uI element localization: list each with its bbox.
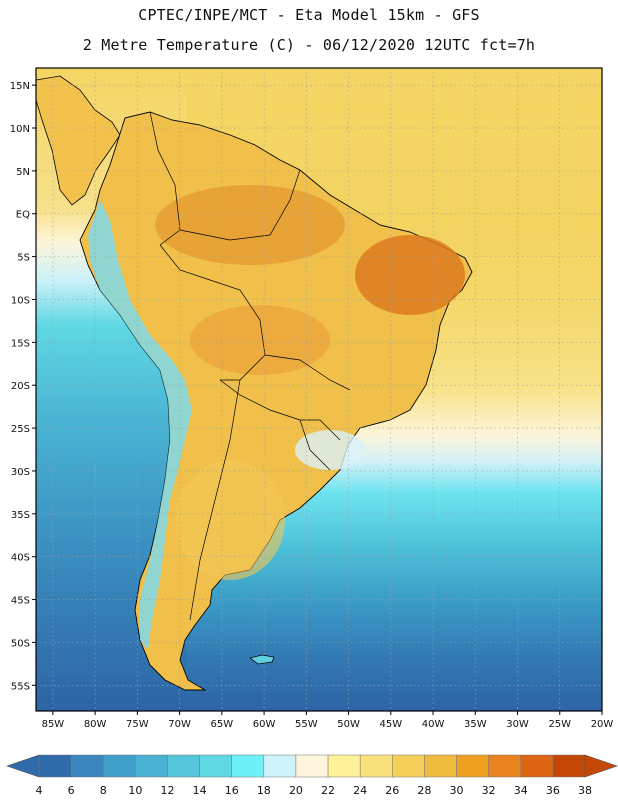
lon-label: 40W [422,719,445,730]
colorbar-label: 18 [257,784,271,797]
falkland-islands [249,654,275,665]
colorbar-label: 26 [385,784,399,797]
colorbar-label: 20 [289,784,303,797]
lon-label: 80W [84,719,107,730]
colorbar-swatch [552,754,586,778]
colorbar-right-arrow [584,754,618,778]
southeast-cool-zone [295,430,365,470]
colorbar-label: 12 [160,784,174,797]
map-frame [35,67,603,712]
lat-label: 55S [11,681,30,692]
patagonia-zone [175,460,285,580]
color-scale-bar: 4 6 8 10 12 14 16 18 20 22 24 26 28 30 32 34 36 38 [6,754,618,797]
colorbar-swatch [392,754,425,778]
colorbar-swatch [199,754,232,778]
lon-label: 55W [295,719,318,730]
colorbar-label: 30 [450,784,464,797]
map-subtitle: 2 Metre Temperature (C) - 06/12/2020 12U… [82,36,536,54]
lat-label: 35S [11,510,30,521]
colorbar-swatch [488,754,522,778]
lon-label: 20W [591,719,614,730]
colorbar-swatch [456,754,489,778]
lat-label: 10N [10,124,30,135]
colorbar-label: 32 [482,784,496,797]
lat-label: 15N [10,81,30,92]
colorbar-label: 14 [193,784,207,797]
lat-label: 5N [16,167,30,178]
lat-label: 20S [11,381,30,392]
lat-label: 15S [11,338,30,349]
lon-label: 25W [548,719,571,730]
colorbar-swatch [135,754,168,778]
colorbar-label: 6 [68,784,75,797]
lat-label: 30S [11,467,30,478]
lon-label: 65W [211,719,234,730]
colorbar-swatch [295,754,329,778]
northeast-brazil-hot-zone [355,235,465,315]
colorbar-swatch [38,754,72,778]
lat-label: 45S [11,596,30,607]
amazon-warm-zone [155,185,345,265]
map-title: CPTEC/INPE/MCT - Eta Model 15km - GFS [138,6,480,24]
colorbar-label: 36 [546,784,560,797]
lon-label: 75W [126,719,149,730]
lat-label: 50S [11,638,30,649]
colorbar-swatch [167,754,200,778]
lat-label: 40S [11,553,30,564]
lon-label: 30W [506,719,529,730]
colorbar-label: 4 [36,784,43,797]
colorbar-label: 16 [225,784,239,797]
colorbar-label: 10 [128,784,142,797]
colorbar-label: 34 [514,784,528,797]
colorbar-label: 38 [578,784,592,797]
lat-label: 10S [11,295,30,306]
lon-label: 50W [337,719,360,730]
lon-label: 70W [168,719,191,730]
latitude-labels: 15N 10N 5N EQ 5S 10S 15S 20S 25S 30S 35S 40S 45S 50S 5… [10,81,36,692]
colorbar-label: 24 [353,784,367,797]
lon-label: 85W [42,719,65,730]
colorbar-label: 28 [417,784,431,797]
colorbar-swatch [520,754,554,778]
colorbar-swatch [70,754,104,778]
lon-label: 35W [464,719,487,730]
central-america-land [36,75,121,206]
colorbar-swatch [102,754,136,778]
central-brazil-warm-zone [190,305,330,375]
colorbar-swatch [231,754,265,778]
lon-gridlines [52,68,602,711]
colorbar-label: 8 [100,784,107,797]
country-borders [149,111,351,621]
colorbar-swatch [263,754,297,778]
lat-label: 25S [11,424,30,435]
colorbar-swatch [359,754,393,778]
lat-label: EQ [16,210,30,221]
colorbar-left-arrow [6,754,40,778]
colorbar-swatch [424,754,457,778]
lon-label: 45W [379,719,402,730]
andes-region [88,200,192,650]
colorbar-swatch [327,754,361,778]
lon-label: 60W [253,719,276,730]
longitude-labels: 85W 80W 75W 70W 65W 60W 55W 50W 45W 40W 35W 30W 25W 2… [42,711,614,730]
lat-label: 5S [17,253,30,264]
colorbar-label: 22 [321,784,335,797]
